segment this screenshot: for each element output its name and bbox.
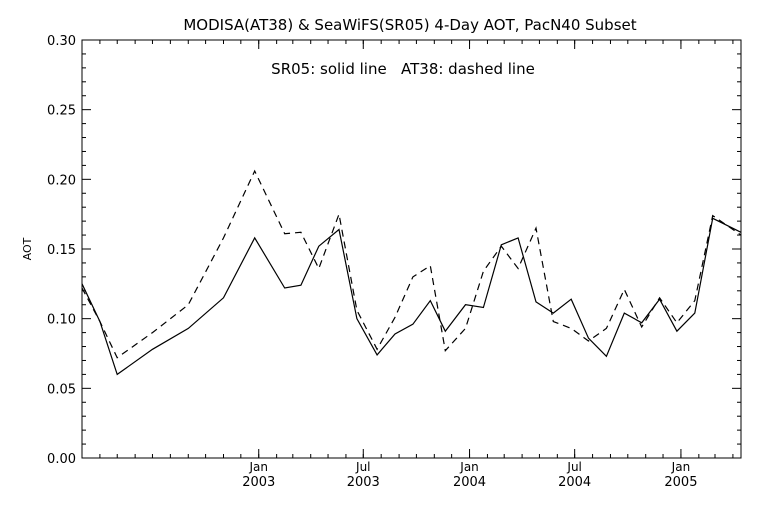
y-tick-label: 0.25 — [47, 104, 76, 119]
plot-frame — [81, 39, 742, 459]
x-tick-month-label: Jul — [355, 460, 370, 474]
x-tick-year-label: 2003 — [347, 475, 380, 490]
x-tick-month-label: Jan — [671, 460, 691, 474]
series-layer — [82, 169, 741, 376]
chart-annotation: SR05: solid line AT38: dashed line — [271, 60, 535, 78]
x-tick-year-label: 2004 — [453, 475, 486, 490]
x-tick-month-label: Jul — [566, 460, 581, 474]
x-tick-month-label: Jan — [459, 460, 479, 474]
chart-title: MODISA(AT38) & SeaWiFS(SR05) 4-Day AOT, … — [183, 16, 636, 34]
y-axis-label: AOT — [21, 237, 34, 260]
y-tick-label: 0.10 — [47, 313, 76, 328]
axes: 0.000.050.100.150.200.250.30Jan2003Jul20… — [47, 34, 741, 490]
y-tick-label: 0.15 — [47, 243, 76, 258]
y-tick-label: 0.00 — [47, 452, 76, 467]
x-tick-year-label: 2004 — [558, 475, 591, 490]
x-tick-year-label: 2005 — [664, 475, 697, 490]
y-tick-label: 0.30 — [47, 34, 76, 49]
y-tick-label: 0.05 — [47, 382, 76, 397]
x-tick-month-label: Jan — [248, 460, 268, 474]
series-sr05-line — [82, 217, 741, 376]
x-tick-year-label: 2003 — [242, 475, 275, 490]
y-tick-label: 0.20 — [47, 173, 76, 188]
series-at38-line — [82, 169, 741, 359]
